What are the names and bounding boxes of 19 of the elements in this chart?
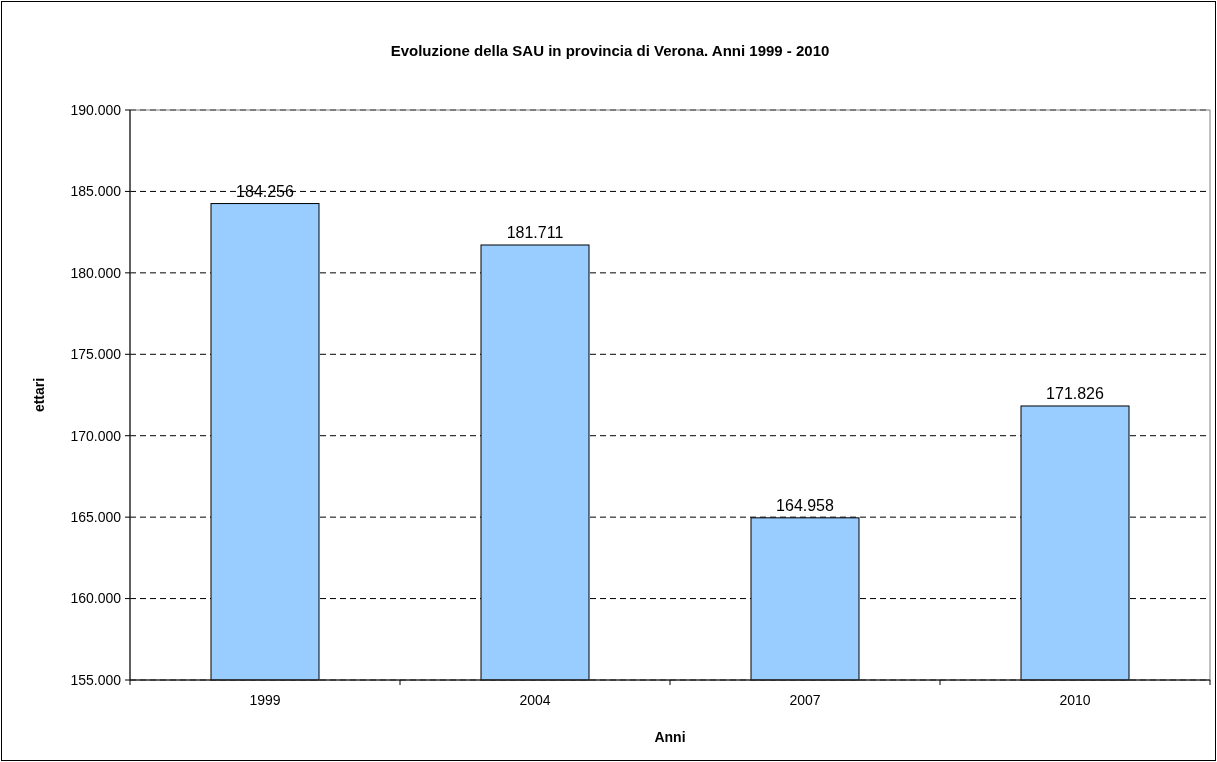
data-label: 181.711 — [506, 223, 564, 241]
y-tick-label: 160.000 — [70, 590, 122, 607]
data-label: 171.826 — [1046, 384, 1105, 402]
data-label: 164.958 — [776, 496, 835, 514]
y-axis-title: ettari — [31, 377, 47, 413]
y-tick-label: 155.000 — [70, 671, 122, 688]
chart-title: Evoluzione della SAU in provincia di Verona. Anni 1999 - 2010 — [390, 42, 830, 59]
y-tick-label: 180.000 — [70, 264, 122, 281]
x-tick-label: 2004 — [519, 692, 551, 708]
x-tick-label: 2007 — [789, 692, 821, 708]
y-tick-label: 165.000 — [70, 509, 122, 526]
y-tick-label: 175.000 — [70, 346, 122, 363]
y-tick-label: 185.000 — [70, 183, 122, 200]
y-tick-label: 190.000 — [70, 101, 122, 118]
x-tick-label: 2010 — [1059, 692, 1091, 708]
x-axis-title: Anni — [654, 729, 686, 745]
y-tick-label: 170.000 — [70, 427, 122, 444]
x-tick-label: 1999 — [249, 692, 281, 708]
data-label: 184.256 — [236, 182, 295, 200]
